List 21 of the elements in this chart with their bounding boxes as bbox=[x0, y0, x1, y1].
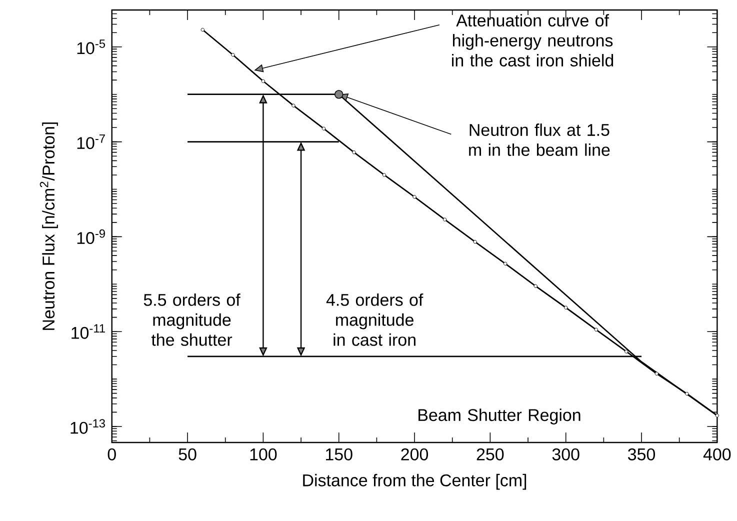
x-tick-label: 50 bbox=[178, 448, 196, 460]
y-tick-label: 10$^{-13}$ bbox=[70, 418, 105, 434]
annotation: Attenuation curve of high-energy neutrons in the cast iron shield bbox=[452, 14, 614, 66]
x-axis-title: Distance from the Center [cm] bbox=[303, 474, 526, 490]
x-tick-label: 200 bbox=[401, 448, 428, 460]
y-tick-label: 10$^{-5}$ bbox=[77, 39, 106, 54]
annotation: 5.5 orders of magnitude the shutter bbox=[144, 293, 240, 346]
annotation: Neutron flux at 1.5 m in the beam line bbox=[469, 123, 610, 156]
x-tick-label: 100 bbox=[250, 448, 277, 460]
y-axis-title: Neutron Flux [n/cm$^{2}$/Proton] bbox=[40, 122, 58, 330]
annotation: Beam Shutter Region bbox=[418, 408, 580, 424]
y-tick-label: 10$^{-9}$ bbox=[77, 229, 105, 244]
x-tick-label: 0 bbox=[108, 448, 116, 460]
annotation: 4.5 orders of magnitude in cast iron bbox=[326, 293, 424, 346]
x-tick-label: 150 bbox=[326, 448, 352, 460]
x-tick-label: 400 bbox=[703, 448, 731, 460]
x-tick-label: 350 bbox=[628, 448, 656, 460]
x-tick-label: 250 bbox=[476, 448, 504, 460]
x-tick-label: 300 bbox=[552, 448, 580, 460]
y-tick-label: 10$^{-11}$ bbox=[72, 324, 105, 339]
y-tick-label: 10$^{-7}$ bbox=[77, 134, 105, 149]
